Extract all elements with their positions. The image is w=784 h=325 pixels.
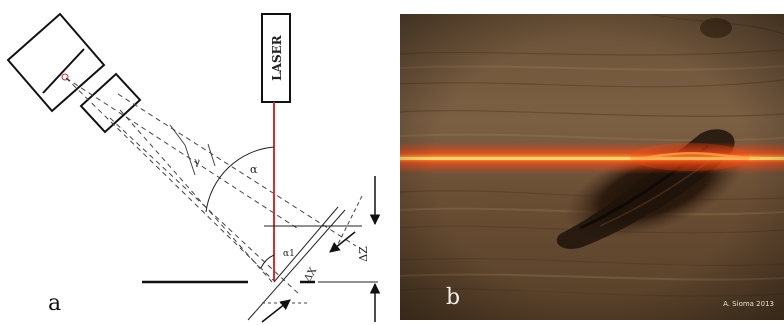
photo-panel-b: b A. Sioma 2013 (400, 14, 784, 320)
dz-pointer-arrow (329, 231, 356, 253)
alpha-arc (205, 146, 275, 213)
panel-label-b: b (446, 285, 460, 310)
alpha1-arc (260, 254, 275, 269)
camera-focal-point (61, 73, 69, 81)
camera-lens (79, 72, 142, 134)
camera-body (6, 12, 106, 113)
schematic-panel-a: LASER α γ α1 ΔZ ΔX a (6, 12, 381, 323)
delta-z-label: ΔZ (357, 246, 370, 262)
photo-vignette (400, 14, 784, 320)
panel-label-a: a (48, 291, 61, 316)
alpha-label: α (250, 163, 258, 176)
gamma-label: γ (194, 157, 200, 168)
laser-device (261, 13, 291, 103)
gamma-bracket (169, 124, 216, 176)
dx-arrow (261, 299, 291, 323)
camera-sensor (42, 48, 85, 94)
dz-dashed (335, 195, 363, 249)
slant-line-lower (247, 209, 346, 321)
alpha1-label: α1 (283, 249, 295, 259)
camera-rays (65, 77, 357, 296)
slant-line-upper (273, 206, 339, 283)
photo-credit: A. Sioma 2013 (723, 300, 774, 308)
laser-label: LASER (270, 34, 284, 81)
